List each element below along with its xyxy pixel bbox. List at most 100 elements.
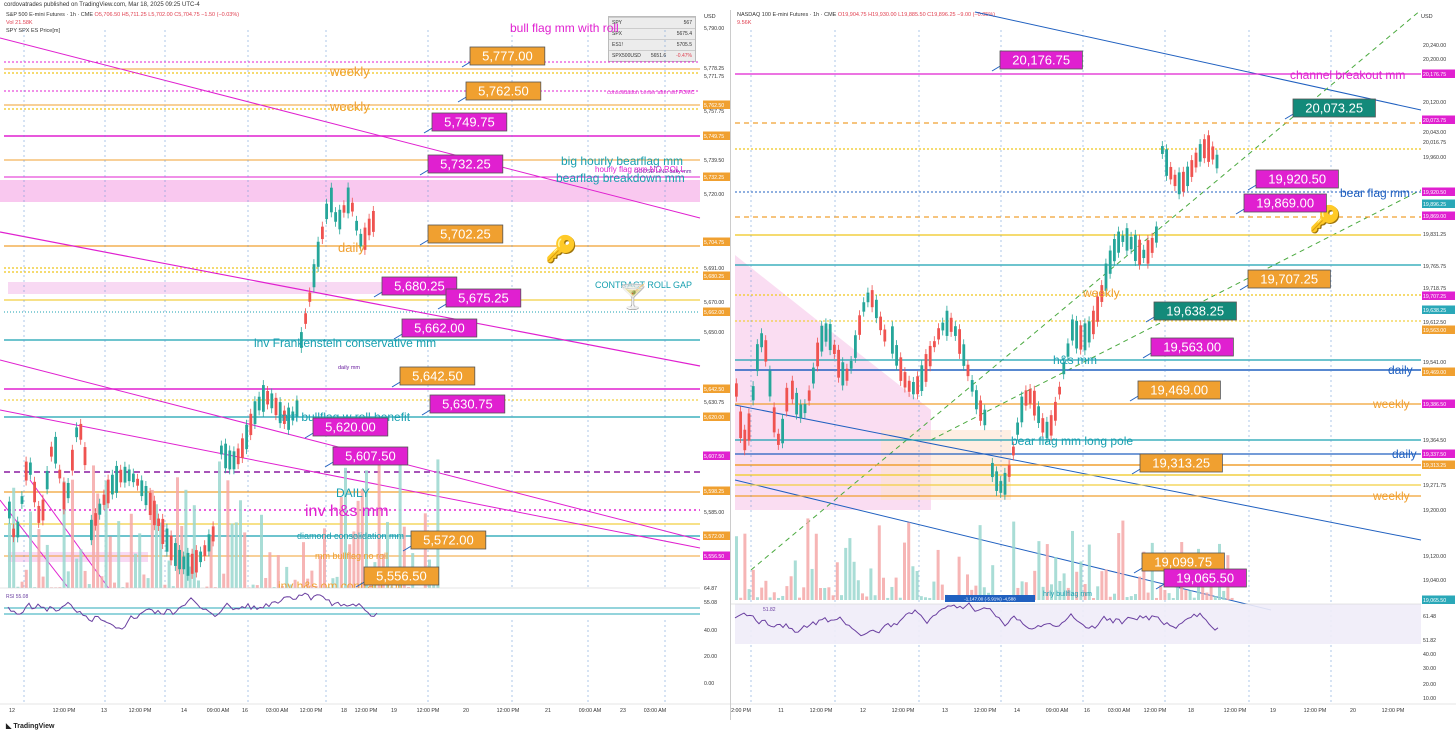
price-tag-box <box>427 224 504 244</box>
table-row: ES1! 5705.5 <box>609 39 695 50</box>
nq-volume-readout: 9.56K <box>737 20 752 26</box>
price-axis-label: 19,364.50 <box>1423 438 1446 444</box>
volume-bar <box>877 525 881 600</box>
candle-body <box>148 492 152 516</box>
candle-body <box>182 556 186 570</box>
candle-body <box>165 528 169 552</box>
volume-bar <box>41 576 45 590</box>
volume-bar <box>907 522 911 600</box>
candle-body <box>1129 236 1133 250</box>
volume-bar <box>234 522 238 590</box>
volume-bar <box>1104 569 1108 600</box>
candle-body <box>899 357 903 381</box>
volume-bar <box>20 581 24 590</box>
candle-body <box>245 424 248 450</box>
price-tag-box <box>332 446 409 466</box>
lower-zone <box>8 552 148 562</box>
daily-label: daily <box>1388 363 1413 377</box>
volume-bar <box>1096 586 1100 600</box>
candle-body <box>858 315 861 335</box>
daily-mm-label: daily mm <box>338 365 360 371</box>
tag-5572: 5,572.00 <box>423 533 474 548</box>
time-axis-label: 2:00 PM <box>731 708 751 714</box>
candle-body <box>1190 160 1194 177</box>
price-tag-box <box>429 394 506 414</box>
price-axis-label: 19,869.00 <box>1423 214 1446 220</box>
volume-bar <box>806 518 810 600</box>
volume-bar <box>310 570 314 590</box>
time-axis-label: 12:00 PM <box>129 708 152 714</box>
candle-body <box>841 362 845 386</box>
es-price-chart[interactable]: bull flag mm with roll weekly weekly consol… <box>0 10 730 720</box>
volume-bar <box>268 552 272 590</box>
volume-bar <box>970 589 974 600</box>
volume-bar <box>764 580 768 600</box>
candle-body <box>958 329 961 354</box>
candle-body <box>785 387 789 412</box>
price-axis-label: 20,016.75 <box>1423 140 1446 146</box>
volume-bar <box>1045 544 1049 600</box>
candle-body <box>111 474 114 495</box>
volume-bar <box>1150 542 1154 600</box>
volume-bar <box>1134 594 1137 600</box>
candle-body <box>760 333 763 348</box>
axis-highlight <box>1422 69 1455 78</box>
candle-body <box>190 553 194 574</box>
candle-body <box>66 482 70 499</box>
candle-body <box>29 462 32 475</box>
volume-bar <box>66 571 70 590</box>
price-axis-label: 20,073.75 <box>1423 118 1446 124</box>
volume-bar <box>1020 581 1024 600</box>
time-axis-label: 03:00 AM <box>266 708 288 714</box>
nq-chart-panel[interactable]: NASDAQ 100 E-mini Futures · 1h · CME O19… <box>730 10 1456 720</box>
candle-body <box>359 233 363 247</box>
volume-bar <box>398 463 402 590</box>
candle-body <box>1186 166 1189 187</box>
nq-price-chart[interactable]: channel breakout mm bear flag mm weekly h&s… <box>731 10 1456 720</box>
candle-body <box>866 292 870 303</box>
volume-bar <box>104 480 108 590</box>
candle-body <box>1169 166 1173 180</box>
volume-bar <box>1125 597 1129 600</box>
candle-body <box>916 376 919 395</box>
price-axis-label: 19,040.00 <box>1423 578 1446 584</box>
time-axis-label: 18 <box>1188 708 1194 714</box>
candle-body <box>363 227 367 250</box>
volume-bar <box>1016 587 1020 600</box>
volume-bar <box>1171 597 1175 600</box>
price-axis-label: 19,612.50 <box>1423 320 1446 326</box>
volume-bar <box>785 586 789 600</box>
candle-body <box>136 478 139 486</box>
goose-line-label: GOOSE LINE daily mm <box>634 169 692 175</box>
volume-bar <box>125 582 129 590</box>
candle-body <box>1146 240 1150 264</box>
volume-bar <box>1176 586 1179 600</box>
tag-19099: 19,099.75 <box>1154 555 1212 570</box>
axis-highlight <box>1422 305 1455 314</box>
volume-bar <box>1192 597 1196 600</box>
candle-body <box>94 513 97 526</box>
candle-body <box>342 205 346 213</box>
weekly-label: weekly <box>1372 397 1410 411</box>
axis-highlight <box>1422 325 1455 334</box>
volume-bar <box>1142 551 1146 600</box>
volume-bar <box>814 533 818 600</box>
trend-line <box>0 231 701 367</box>
time-axis-label: 03:00 AM <box>644 708 666 714</box>
time-axis-label: 13 <box>101 708 107 714</box>
price-axis-label: 20,176.75 <box>1423 72 1446 78</box>
volume-bar <box>1201 581 1205 600</box>
price-tag-box <box>1247 269 1331 289</box>
price-tag-box <box>465 81 542 101</box>
candle-body <box>979 400 982 421</box>
candle-body <box>41 499 45 521</box>
inv-hs-label: inv h&s mm <box>305 503 389 520</box>
volume-bar <box>940 584 944 600</box>
rsi-bg <box>0 588 700 618</box>
candle-body <box>102 494 106 505</box>
time-axis-label: 19 <box>1270 708 1276 714</box>
es-chart-panel[interactable]: S&P 500 E-mini Futures · 1h · CME O5,706… <box>0 10 730 720</box>
volume-bar <box>117 521 121 590</box>
volume-bar <box>777 597 780 600</box>
volume-bar <box>150 489 154 590</box>
